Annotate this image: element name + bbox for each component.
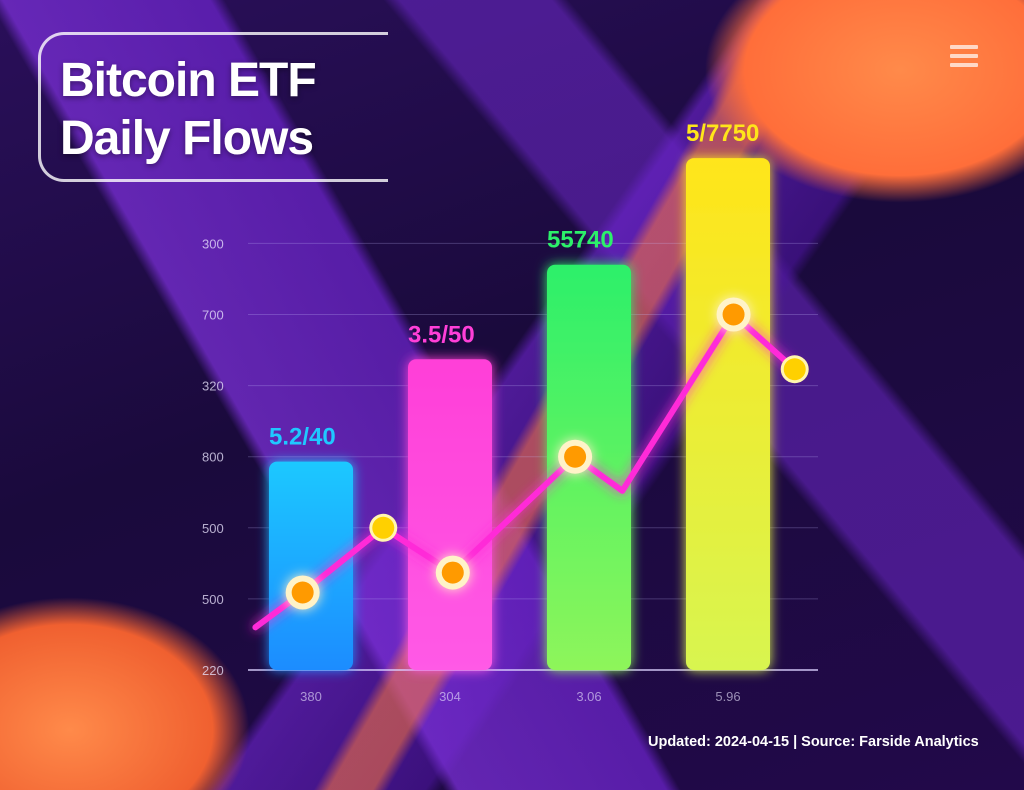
line-point-core — [722, 303, 745, 326]
y-tick-label: 700 — [202, 308, 224, 323]
y-tick-label: 300 — [202, 236, 224, 251]
page-title: Bitcoin ETF Daily Flows — [60, 52, 400, 168]
updated-date: Updated: 2024-04-15 — [648, 734, 790, 750]
bar-data-label: 5.2/40 — [269, 424, 336, 451]
title-line-2: Daily Flows — [60, 112, 314, 165]
y-tick-label: 500 — [202, 521, 224, 536]
footer: Updated: 2024-04-15 | Source: Farside An… — [648, 734, 979, 750]
line-point-core — [783, 358, 806, 381]
bar — [408, 359, 492, 670]
bar-data-label: 55740 — [547, 227, 614, 254]
title-frame — [38, 32, 388, 182]
bar-data-label: 3.5/50 — [408, 321, 475, 348]
y-tick-label: 800 — [202, 450, 224, 465]
line-point-core — [441, 561, 464, 584]
x-tick-label: 3.06 — [576, 689, 601, 704]
hamburger-menu-icon[interactable] — [950, 45, 978, 69]
line-point-core — [291, 581, 314, 604]
x-tick-label: 380 — [300, 689, 322, 704]
line-point-core — [372, 516, 395, 539]
source-text: Source: Farside Analytics — [801, 734, 979, 750]
x-tick-label: 5.96 — [715, 689, 740, 704]
title-line-1: Bitcoin ETF — [60, 54, 317, 107]
footer-separator: | — [793, 734, 798, 750]
series-line — [252, 311, 798, 631]
y-tick-label: 220 — [202, 663, 224, 678]
x-tick-label: 304 — [439, 689, 461, 704]
bar-data-label: 5/7750 — [686, 120, 759, 147]
bar — [686, 158, 770, 670]
y-tick-label: 500 — [202, 592, 224, 607]
y-tick-label: 320 — [202, 379, 224, 394]
bar — [269, 461, 353, 670]
line-point-core — [564, 445, 587, 468]
